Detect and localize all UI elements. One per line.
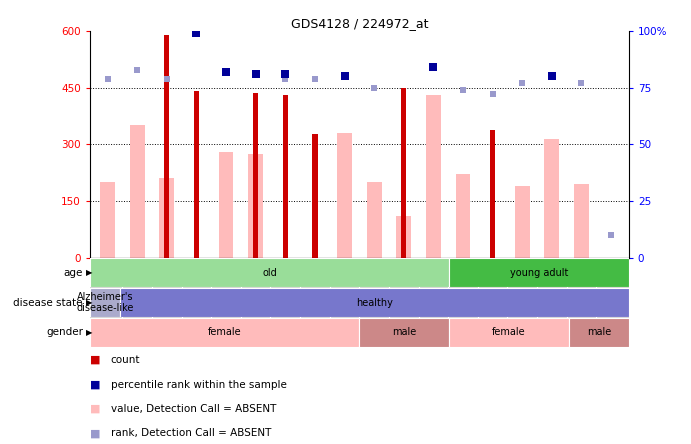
Bar — [490, 130, 495, 258]
Text: old: old — [262, 268, 277, 278]
Text: gender: gender — [46, 327, 83, 337]
Point — [339, 73, 350, 80]
Bar — [359, 318, 449, 347]
Point — [605, 231, 616, 238]
Bar — [193, 91, 199, 258]
Text: ■: ■ — [90, 428, 100, 438]
Text: disease state: disease state — [13, 297, 83, 308]
Point — [487, 91, 498, 98]
Bar — [90, 318, 359, 347]
Text: male: male — [392, 327, 417, 337]
Bar — [100, 182, 115, 258]
Bar — [253, 93, 258, 258]
Bar — [449, 318, 569, 347]
Bar — [401, 88, 406, 258]
Text: ■: ■ — [90, 380, 100, 389]
Bar — [574, 184, 589, 258]
Point — [457, 87, 468, 94]
Title: GDS4128 / 224972_at: GDS4128 / 224972_at — [291, 17, 428, 30]
Text: young adult: young adult — [510, 268, 568, 278]
Text: count: count — [111, 355, 140, 365]
Text: ▶: ▶ — [86, 268, 93, 278]
Bar — [426, 95, 441, 258]
Point — [368, 84, 379, 91]
Point — [191, 30, 202, 37]
Text: male: male — [587, 327, 611, 337]
Bar — [90, 288, 120, 317]
Point — [547, 73, 558, 80]
Bar — [130, 126, 144, 258]
Text: value, Detection Call = ABSENT: value, Detection Call = ABSENT — [111, 404, 276, 414]
Text: ▶: ▶ — [86, 298, 93, 307]
Text: ▶: ▶ — [86, 328, 93, 337]
Bar — [160, 178, 174, 258]
Point — [428, 64, 439, 71]
Text: female: female — [492, 327, 526, 337]
Point — [310, 75, 321, 82]
Point — [280, 75, 291, 82]
Text: Alzheimer's
disease-like: Alzheimer's disease-like — [76, 292, 133, 313]
Bar — [455, 174, 471, 258]
Text: ■: ■ — [90, 355, 100, 365]
Point — [250, 71, 261, 78]
Bar — [283, 95, 288, 258]
Bar — [218, 152, 234, 258]
Bar — [312, 134, 318, 258]
Text: percentile rank within the sample: percentile rank within the sample — [111, 380, 287, 389]
Point — [517, 79, 528, 87]
Bar — [515, 186, 529, 258]
Point — [220, 68, 231, 75]
Point — [102, 75, 113, 82]
Text: rank, Detection Call = ABSENT: rank, Detection Call = ABSENT — [111, 428, 271, 438]
Text: age: age — [64, 268, 83, 278]
Text: female: female — [208, 327, 241, 337]
Bar — [545, 139, 559, 258]
Bar — [449, 258, 629, 287]
Bar — [337, 133, 352, 258]
Point — [132, 66, 143, 73]
Bar — [90, 258, 449, 287]
Text: healthy: healthy — [356, 297, 392, 308]
Point — [576, 79, 587, 87]
Bar — [569, 318, 629, 347]
Text: ■: ■ — [90, 404, 100, 414]
Bar — [248, 154, 263, 258]
Point — [280, 71, 291, 78]
Bar — [164, 35, 169, 258]
Point — [161, 75, 172, 82]
Bar — [367, 182, 381, 258]
Bar — [397, 216, 411, 258]
